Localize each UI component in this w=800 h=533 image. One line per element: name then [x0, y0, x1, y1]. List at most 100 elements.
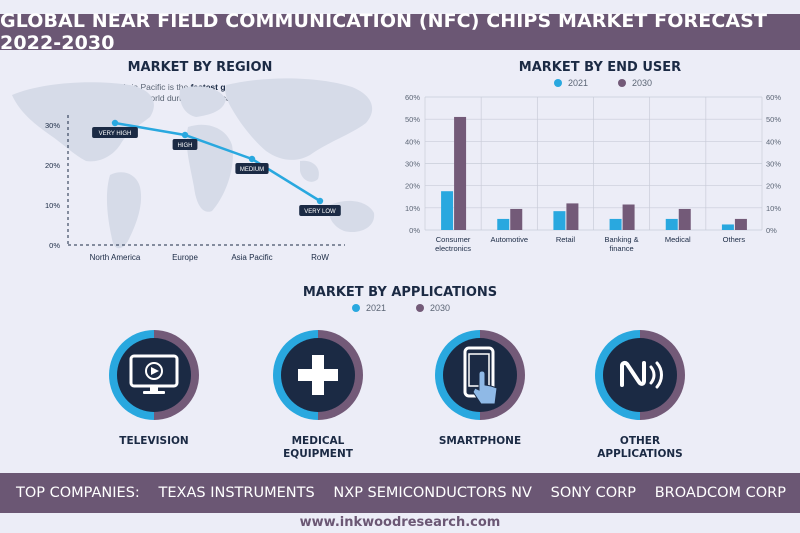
end-user-bars [441, 116, 747, 230]
legend-swatch-2030 [618, 79, 627, 87]
application-ring-television [109, 330, 199, 420]
nfc-icon [620, 360, 663, 389]
end-user-grid: 0% 0% 10% 10% 20% 20% 30% 30% 40% 40% 50% 50% 60% 60% [405, 93, 781, 235]
app-legend-label-2030: 2030 [430, 303, 451, 313]
company-name: NXP SEMICONDUCTORS NV [333, 485, 532, 501]
end-user-bar-chart: 0% 0% 10% 10% 20% 20% 30% 30% 40% 40% 50% 50% 60% 60%… [405, 93, 781, 253]
end-user-bar-2030 [678, 208, 691, 230]
end-user-x-tick-label: finance [609, 244, 633, 253]
application-ring-other [595, 330, 685, 420]
end-user-bar-2021 [553, 211, 566, 230]
application-label-other: OTHER APPLICATIONS [570, 435, 710, 461]
end-user-y-tick-right: 20% [766, 182, 781, 191]
application-label-line2: APPLICATIONS [597, 448, 683, 460]
application-label-line1: SMARTPHONE [438, 435, 522, 447]
region-note-pre: The Asia Pacific is the [105, 82, 191, 92]
application-label-smartphone: SMARTPHONE [410, 435, 550, 448]
app-legend-label-2021: 2021 [366, 303, 387, 313]
application-label-line1: OTHER [619, 435, 661, 447]
legend-label-2030: 2030 [632, 78, 653, 88]
region-y-tick-label: 10% [45, 201, 60, 210]
region-axes: 0% 10% 20% 30% North America Europe Asia Pacif… [45, 115, 345, 262]
end-user-bar-2030 [454, 116, 467, 230]
end-user-y-tick-right: 30% [766, 160, 781, 169]
application-television: TELEVISION [84, 330, 224, 448]
region-series: VERY HIGH HIGH MEDIUM VERY LOW [92, 119, 341, 216]
company-name: TEXAS INSTRUMENTS [158, 485, 315, 501]
application-other: OTHER APPLICATIONS [570, 330, 710, 461]
end-user-y-tick-right: 40% [766, 137, 781, 146]
region-point-badge [235, 163, 269, 174]
television-icon [129, 354, 179, 394]
end-user-x-tick-label: Retail [556, 235, 576, 244]
smartphone-icon [463, 346, 498, 405]
region-x-tick-label: Asia Pacific [231, 253, 272, 262]
application-label-line1: TELEVISION [119, 435, 189, 447]
region-point-label: VERY LOW [304, 209, 336, 215]
application-label-line2: EQUIPMENT [283, 448, 353, 460]
end-user-bar-2021 [665, 218, 678, 230]
region-point-label: HIGH [178, 143, 193, 149]
application-label-medical: MEDICAL EQUIPMENT [248, 435, 388, 461]
region-series-line [114, 121, 321, 203]
website-link[interactable]: www.inkwoodresearch.com [299, 515, 501, 530]
end-user-y-tick-right: 60% [766, 93, 781, 102]
application-smartphone: SMARTPHONE [410, 330, 550, 448]
end-user-bar-2030 [622, 204, 635, 230]
region-point-badge [92, 127, 138, 138]
app-legend-item-2030: 2030 [416, 303, 450, 313]
applications-section-title: MARKET BY APPLICATIONS [302, 285, 498, 300]
region-section-title: MARKET BY REGION [127, 60, 273, 75]
end-user-y-tick-right: 10% [766, 204, 781, 213]
end-user-y-tick-right: 50% [766, 115, 781, 124]
end-user-y-tick-left: 60% [405, 93, 420, 102]
region-point-badge [172, 139, 198, 150]
page-title: GLOBAL NEAR FIELD COMMUNICATION (NFC) CH… [0, 10, 768, 54]
region-point-badge [299, 205, 341, 216]
region-point [316, 197, 324, 205]
end-user-bar-2030 [566, 203, 579, 230]
world-map-graphic [12, 78, 375, 249]
app-legend-swatch-2030 [416, 304, 425, 312]
end-user-bar-2021 [721, 224, 734, 230]
legend-label-2021: 2021 [568, 78, 589, 88]
end-user-y-tick-right: 0% [766, 226, 777, 235]
region-point [181, 131, 189, 139]
application-ring-smartphone [435, 330, 525, 420]
region-point-label: MEDIUM [240, 167, 264, 173]
region-y-tick-label: 0% [49, 241, 60, 250]
end-user-bar-2030 [734, 218, 747, 230]
end-user-y-tick-left: 10% [405, 204, 420, 213]
company-name: SONY CORP [550, 485, 636, 501]
end-user-x-tick-label: Others [723, 235, 746, 244]
region-x-tick-label: RoW [311, 253, 329, 262]
applications-legend: 2021 2030 [352, 303, 450, 313]
end-user-legend: 2021 2030 [554, 78, 652, 88]
legend-item-2021: 2021 [554, 78, 588, 88]
end-user-x-tick-label: Consumer [436, 235, 471, 244]
region-x-tick-label: North America [90, 253, 141, 262]
end-user-x-tick-label: Banking & [604, 235, 638, 244]
region-y-tick-label: 20% [45, 161, 60, 170]
region-point-label: VERY HIGH [99, 131, 132, 137]
region-line-chart: 0% 10% 20% 30% North America Europe Asia Pacif… [12, 78, 375, 262]
top-companies-label: TOP COMPANIES: [16, 485, 140, 501]
end-user-x-tick-label: Automotive [490, 235, 528, 244]
medical-cross-icon [298, 355, 338, 395]
app-legend-swatch-2021 [352, 304, 360, 312]
region-point [111, 119, 119, 127]
end-user-y-tick-left: 30% [405, 160, 420, 169]
end-user-bar-2021 [609, 218, 622, 230]
region-x-tick-label: Europe [172, 253, 198, 262]
end-user-y-tick-left: 20% [405, 182, 420, 191]
company-name: BROADCOM CORP [654, 485, 786, 501]
title-banner: GLOBAL NEAR FIELD COMMUNICATION (NFC) CH… [0, 10, 800, 54]
end-user-y-tick-left: 0% [409, 226, 420, 235]
legend-swatch-2021 [554, 79, 562, 87]
application-label-television: TELEVISION [84, 435, 224, 448]
app-legend-item-2021: 2021 [352, 303, 386, 313]
end-user-bar-2021 [441, 191, 454, 230]
end-user-bar-2021 [497, 218, 510, 230]
top-companies-banner: TOP COMPANIES: TEXAS INSTRUMENTS NXP SEM… [0, 473, 800, 513]
